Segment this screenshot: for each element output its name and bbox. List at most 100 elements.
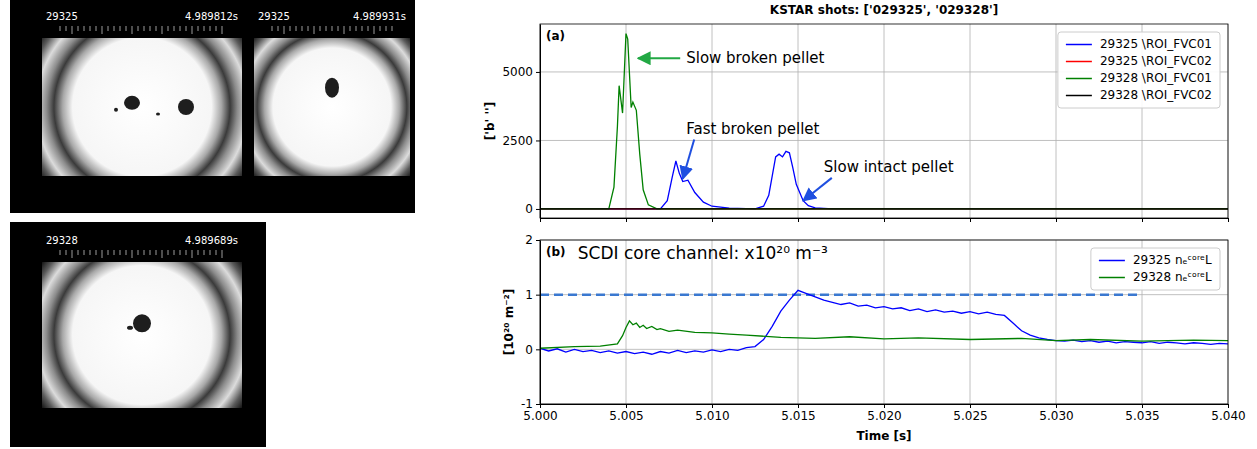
tick-label: 5.005 [609,409,643,423]
ruler-tick [216,26,217,31]
annotation-text: Slow broken pellet [686,49,824,67]
legend-item: 29325 \ROI_FVC02 [1066,54,1212,68]
tick-mark [798,404,799,408]
legend-swatch [1099,260,1125,262]
grid-line [884,240,885,404]
tick-mark [536,295,540,296]
annotation-arrow [683,139,694,178]
tick-label: 1 [525,288,533,302]
ruler-tick [362,26,363,31]
tick-mark [1228,404,1229,408]
pellet-fragment [325,78,339,98]
ruler-tick [278,26,279,31]
panel: 5.0005.0055.0105.0155.0205.0255.0305.035… [502,233,1246,443]
figure: 293254.989812s293254.989931s293284.98968… [0,0,1257,449]
image-shot: 29328 [46,235,78,246]
tick: 5.020 [867,404,901,423]
ruler-tick [150,250,151,255]
ruler-tick [72,26,73,34]
series-line [540,321,1228,348]
ruler-tick [132,26,133,34]
panel-label: (b) [546,245,566,259]
tick: 5.025 [953,404,987,423]
grid-line [712,240,713,404]
series-line [540,34,1228,209]
ruler-tick [138,26,139,31]
series-line [540,151,1228,209]
ruler-tick [320,26,321,31]
ruler-tick [132,250,133,258]
y-axis-title: [10²⁰ m⁻²] [502,289,516,355]
ruler-tick [144,250,145,255]
grid-line [540,294,1228,295]
ruler-tick [138,250,139,255]
tick: 5.030 [1039,404,1073,423]
pellet-fragment [133,314,151,332]
axis-line [540,25,541,219]
ruler-tick [374,26,375,34]
ruler-tick [168,250,169,255]
legend-item: 29328 \ROI_FVC01 [1066,71,1212,85]
ruler-tick [60,26,61,31]
ruler-tick [326,26,327,31]
ruler-tick [78,250,79,255]
tick [1056,218,1057,222]
plot-area [540,24,1228,218]
pellet-fragment [114,108,118,112]
legend-item: 29328 \ROI_FVC02 [1066,88,1212,102]
tick-label: 5.010 [695,409,729,423]
tick-mark [626,218,627,222]
annotation-text: Fast broken pellet [686,120,819,138]
ruler-tick [192,250,193,258]
series-line [540,290,1228,354]
tick: 5.035 [1125,404,1159,423]
annotation-text: SCDI core channel: x10²⁰ m⁻³ [578,243,828,263]
tick-mark [884,404,885,408]
grid-line [970,24,971,218]
tick-mark [970,404,971,408]
tick-mark [626,404,627,408]
grid-line [540,349,1228,350]
legend: 29325 nₑᶜᵒʳᵉL29328 nₑᶜᵒʳᵉL [1091,248,1220,290]
ruler-tick [204,26,205,31]
ruler-tick [102,26,103,34]
legend-swatch [1066,95,1092,97]
legend-label: 29328 \ROI_FVC01 [1100,71,1212,85]
ruler-tick [108,250,109,255]
axis [541,218,1229,222]
tick-mark [1142,218,1143,222]
pellet-fragment [127,326,133,330]
ruler-tick [314,26,315,34]
axis-line [540,241,541,405]
tick: 5.040 [1211,404,1245,423]
tick: 5.005 [609,404,643,423]
ruler-tick [156,26,157,31]
legend-box [1058,32,1220,108]
legend-label: 29328 \ROI_FVC02 [1100,88,1212,102]
grid-line [1056,240,1057,404]
ruler-tick [156,250,157,255]
camera-image: 293254.989931s [227,2,438,213]
tick-mark [536,404,540,405]
tick-mark [536,72,540,73]
annotation-arrow [803,178,832,201]
annotation: Fast broken pellet [683,120,820,179]
annotation: Slow intact pellet [803,158,953,200]
ruler-tick [222,250,223,258]
tick: 0 [525,343,540,357]
tick-mark [540,404,541,408]
ruler-tick [90,26,91,31]
ruler-tick [150,26,151,31]
legend-item: 29325 nₑᶜᵒʳᵉL [1099,253,1212,267]
image-time: 4.989931s [353,11,406,22]
figure-title: KSTAR shots: ['029325', '029328'] [770,3,998,17]
tick-label: 5.040 [1211,409,1245,423]
pellet-fragment [156,112,160,115]
ruler-tick [66,26,67,31]
tick-mark [712,218,713,222]
ruler-tick [386,26,387,31]
image-panels: 293254.989812s293254.989931s293284.98968… [10,0,437,449]
tick-mark [712,404,713,408]
ruler-tick [210,250,211,255]
ruler-tick [356,26,357,31]
